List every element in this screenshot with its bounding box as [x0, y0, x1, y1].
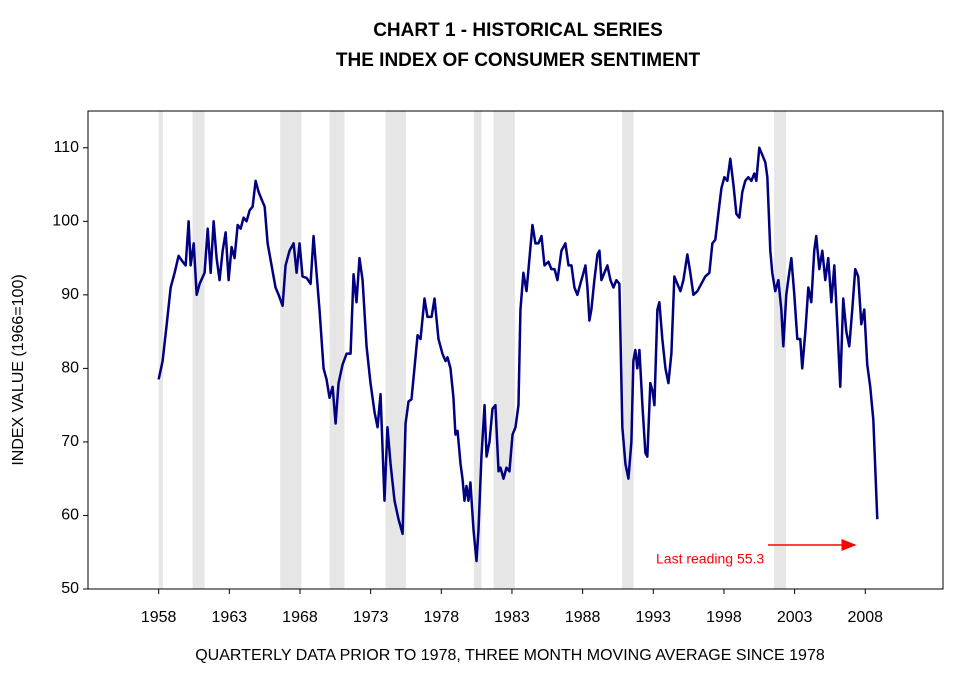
x-tick-label: 2008	[847, 609, 883, 626]
y-tick-label: 60	[61, 507, 79, 524]
x-tick-label: 2003	[777, 609, 813, 626]
shaded-region	[493, 111, 515, 589]
chart-title: CHART 1 - HISTORICAL SERIES	[373, 20, 663, 41]
shaded-region	[622, 111, 634, 589]
plot-area	[157, 146, 879, 563]
shaded-region	[192, 111, 205, 589]
annotation: Last reading 55.3	[656, 551, 764, 567]
x-tick-label: 1973	[353, 609, 389, 626]
x-tick-label: 1998	[706, 609, 742, 626]
x-tick-label: 1963	[212, 609, 248, 626]
y-tick-label: 80	[61, 360, 79, 377]
x-tick-label: 1988	[565, 609, 601, 626]
x-tick-label: 1993	[635, 609, 671, 626]
x-tick-label: 1978	[424, 609, 460, 626]
shaded-region	[280, 111, 302, 589]
chart-title: THE INDEX OF CONSUMER SENTIMENT	[336, 50, 701, 71]
y-axis-label: INDEX VALUE (1966=100)	[10, 274, 27, 465]
x-tick-label: 1983	[494, 609, 530, 626]
y-tick-label: 50	[61, 580, 79, 597]
y-tick-label: 70	[61, 433, 79, 450]
shaded-region	[473, 111, 482, 589]
shaded-region	[774, 111, 787, 589]
y-tick-label: 90	[61, 286, 79, 303]
x-tick-label: 1958	[141, 609, 177, 626]
plot-frame	[87, 110, 944, 590]
shaded-region	[329, 111, 345, 589]
shaded-region	[158, 111, 163, 589]
y-tick-label: 110	[53, 139, 79, 156]
x-axis-label: QUARTERLY DATA PRIOR TO 1978, THREE MONT…	[195, 647, 825, 664]
x-tick-label: 1968	[282, 609, 318, 626]
y-tick-label: 100	[52, 213, 79, 230]
data-line	[157, 146, 879, 563]
